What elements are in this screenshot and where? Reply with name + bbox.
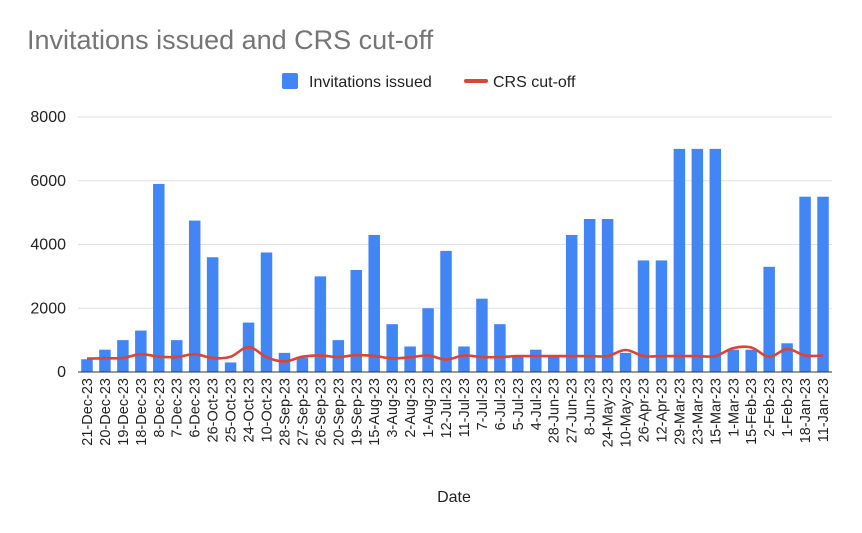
x-tick-label: 26-Oct-23	[206, 378, 222, 442]
x-tick-label: 4-Jul-23	[529, 378, 545, 430]
bar	[81, 359, 93, 372]
x-tick-label: 12-Apr-23	[654, 378, 670, 442]
x-tick-label: 19-Sep-23	[349, 378, 365, 446]
x-tick-label: 6-Jul-23	[493, 378, 509, 430]
bar	[206, 257, 219, 372]
crs-line-path	[86, 345, 824, 363]
legend-swatch-invitations	[282, 73, 298, 89]
x-tick-label: 1-Aug-23	[421, 378, 437, 438]
bar	[565, 234, 578, 372]
bar	[583, 219, 596, 372]
bar	[117, 340, 129, 373]
y-tick-label: 6000	[30, 173, 66, 190]
bar	[709, 148, 722, 373]
x-tick-label: 15-Aug-23	[367, 378, 383, 446]
legend-label-crs: CRS cut-off	[493, 74, 576, 91]
bar	[135, 330, 147, 372]
bar	[296, 357, 309, 372]
line-crs	[86, 345, 824, 363]
bar	[99, 349, 111, 372]
bar	[188, 220, 201, 372]
x-tick-label: 24-Oct-23	[242, 378, 258, 442]
bar	[368, 234, 380, 372]
x-tick-label: 29-Mar-23	[672, 378, 688, 445]
bar	[440, 250, 452, 373]
bar	[314, 276, 327, 373]
x-tick-label: 23-Mar-23	[690, 378, 706, 445]
x-tick-label: 15-Mar-23	[708, 378, 724, 445]
x-tick-label: 7-Dec-23	[170, 378, 186, 438]
x-tick-label: 27-Sep-23	[295, 378, 311, 446]
bars-invitations	[81, 148, 829, 373]
bar	[781, 343, 793, 372]
x-tick-label: 12-Jul-23	[439, 378, 455, 438]
x-tick-label: 21-Dec-23	[80, 378, 96, 446]
x-tick-label: 7-Jul-23	[475, 378, 491, 430]
x-axis: 21-Dec-23 20-Dec-23 19-Dec-23 18-Dec-23 8-De…	[80, 378, 832, 447]
bar	[619, 352, 632, 373]
x-tick-label: 2-Feb-23	[762, 378, 778, 437]
y-axis: 0 2000 4000 6000 8000	[30, 109, 66, 381]
bar	[422, 308, 434, 372]
x-tick-label: 15-Feb-23	[744, 378, 760, 445]
y-tick-label: 8000	[30, 109, 66, 126]
bar	[494, 324, 506, 372]
x-tick-label: 19-Dec-23	[116, 378, 132, 446]
bar	[350, 270, 363, 372]
bar	[817, 196, 829, 372]
x-tick-label: 1-Mar-23	[726, 378, 742, 437]
x-tick-label: 5-Jul-23	[511, 378, 527, 430]
bar	[691, 148, 704, 373]
bar	[153, 183, 165, 372]
bar	[601, 219, 614, 372]
bar	[547, 356, 560, 372]
x-tick-label: 10-May-23	[619, 378, 635, 447]
bar	[512, 356, 524, 372]
x-tick-label: 10-Oct-23	[260, 378, 276, 442]
x-tick-label: 28-Sep-23	[277, 378, 293, 446]
x-tick-label: 28-Jun-23	[547, 378, 563, 443]
legend: Invitations issued CRS cut-off	[282, 73, 576, 91]
x-tick-label: 11-Jan-23	[816, 378, 832, 442]
x-tick-label: 26-Apr-23	[637, 378, 653, 442]
gridlines	[78, 116, 832, 309]
x-axis-label: Date	[437, 489, 471, 506]
legend-label-invitations: Invitations issued	[309, 74, 432, 91]
bar	[224, 362, 237, 372]
x-tick-label: 11-Jul-23	[457, 378, 473, 437]
bar	[458, 346, 470, 372]
x-tick-label: 18-Jan-23	[798, 378, 814, 443]
x-tick-label: 3-Aug-23	[385, 378, 401, 438]
x-tick-label: 20-Sep-23	[331, 378, 347, 446]
bar	[530, 349, 542, 372]
x-tick-label: 27-Jun-23	[565, 378, 581, 443]
x-tick-label: 20-Dec-23	[98, 378, 114, 446]
x-tick-label: 25-Oct-23	[224, 378, 240, 442]
bar	[727, 349, 740, 372]
x-tick-label: 18-Dec-23	[134, 378, 150, 446]
bar	[673, 148, 686, 373]
bar	[260, 252, 273, 372]
x-tick-label: 8-Dec-23	[152, 378, 168, 438]
bar	[763, 266, 775, 372]
bar	[745, 349, 757, 372]
y-tick-label: 4000	[30, 237, 66, 254]
y-tick-label: 2000	[30, 300, 66, 317]
x-tick-label: 2-Aug-23	[403, 378, 419, 438]
bar	[637, 260, 650, 372]
bar	[655, 260, 668, 372]
bar	[476, 298, 488, 372]
x-tick-label: 6-Dec-23	[188, 378, 204, 438]
bar	[799, 196, 811, 372]
chart-title: Invitations issued and CRS cut-off	[27, 25, 434, 55]
y-tick-label: 0	[57, 364, 66, 381]
bar	[386, 324, 398, 372]
bar	[404, 346, 416, 372]
x-tick-label: 1-Feb-23	[780, 378, 796, 437]
x-tick-label: 8-Jun-23	[583, 378, 599, 435]
x-tick-label: 26-Sep-23	[313, 378, 329, 446]
x-tick-label: 24-May-23	[601, 378, 617, 447]
